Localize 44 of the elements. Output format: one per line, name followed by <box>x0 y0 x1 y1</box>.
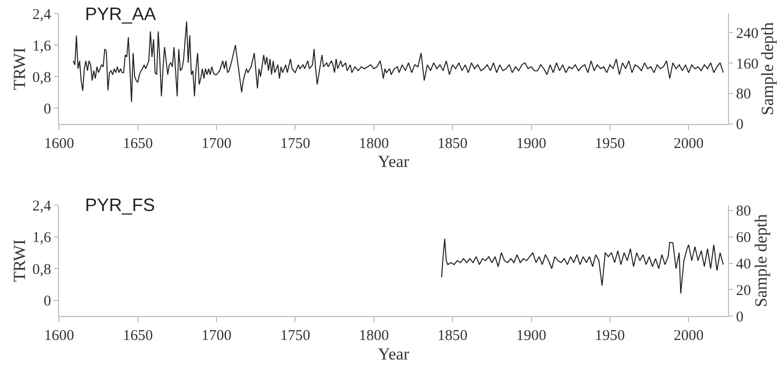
x-tick-label: 2000 <box>674 136 704 152</box>
x-tick-label: 1950 <box>594 328 625 344</box>
y2-tick-label: 80 <box>736 204 751 220</box>
y-tick-label: 0,8 <box>32 70 52 86</box>
x-tick-label: 1900 <box>516 328 546 344</box>
x-tick-label: 1700 <box>202 328 232 344</box>
x-axis-title: Year <box>378 344 410 364</box>
x-tick-label: 1650 <box>122 328 153 344</box>
x-tick-label: 1600 <box>44 328 74 344</box>
x-tick-label: 1900 <box>516 136 546 152</box>
x-axis-title: Year <box>378 152 410 172</box>
x-tick-label: 1800 <box>358 328 389 344</box>
chart-title: PYR_FS <box>85 195 156 215</box>
line-series <box>441 238 724 294</box>
y2-tick-label: 160 <box>736 56 758 72</box>
y2-tick-label: 80 <box>736 86 751 103</box>
y-tick-label: 0 <box>44 101 52 118</box>
x-tick-label: 1850 <box>438 136 468 152</box>
y2-tick-label: 20 <box>736 282 751 299</box>
y-tick-label: 1,6 <box>32 230 52 246</box>
y2-tick-label: 0 <box>736 117 744 134</box>
x-tick-label: 1800 <box>358 136 389 152</box>
y-tick-label: 1,6 <box>32 38 52 54</box>
y-tick-label: 2,4 <box>32 6 52 23</box>
y2-tick-label: 60 <box>736 230 751 246</box>
x-tick-label: 1850 <box>438 328 468 344</box>
y2-axis-title: Sample depth <box>751 214 770 308</box>
x-tick-label: 1750 <box>280 328 310 344</box>
y2-tick-label: 40 <box>736 256 751 273</box>
chart-title: PYR_AA <box>85 4 156 24</box>
x-tick-label: 1600 <box>44 136 74 152</box>
y-tick-label: 2,4 <box>32 198 52 214</box>
y2-tick-label: 240 <box>736 26 758 42</box>
x-tick-label: 1750 <box>280 136 310 152</box>
x-tick-label: 1650 <box>122 136 153 152</box>
y-axis-title: TRWI <box>10 47 29 90</box>
y-axis-title: TRWI <box>10 239 29 282</box>
x-tick-label: 2000 <box>674 328 704 344</box>
x-tick-label: 1950 <box>594 136 625 152</box>
y2-axis-title: Sample depth <box>758 22 777 116</box>
y-tick-label: 0 <box>44 294 52 310</box>
y2-tick-label: 0 <box>736 309 744 326</box>
x-tick-label: 1700 <box>202 136 232 152</box>
y-tick-label: 0,8 <box>32 262 52 278</box>
